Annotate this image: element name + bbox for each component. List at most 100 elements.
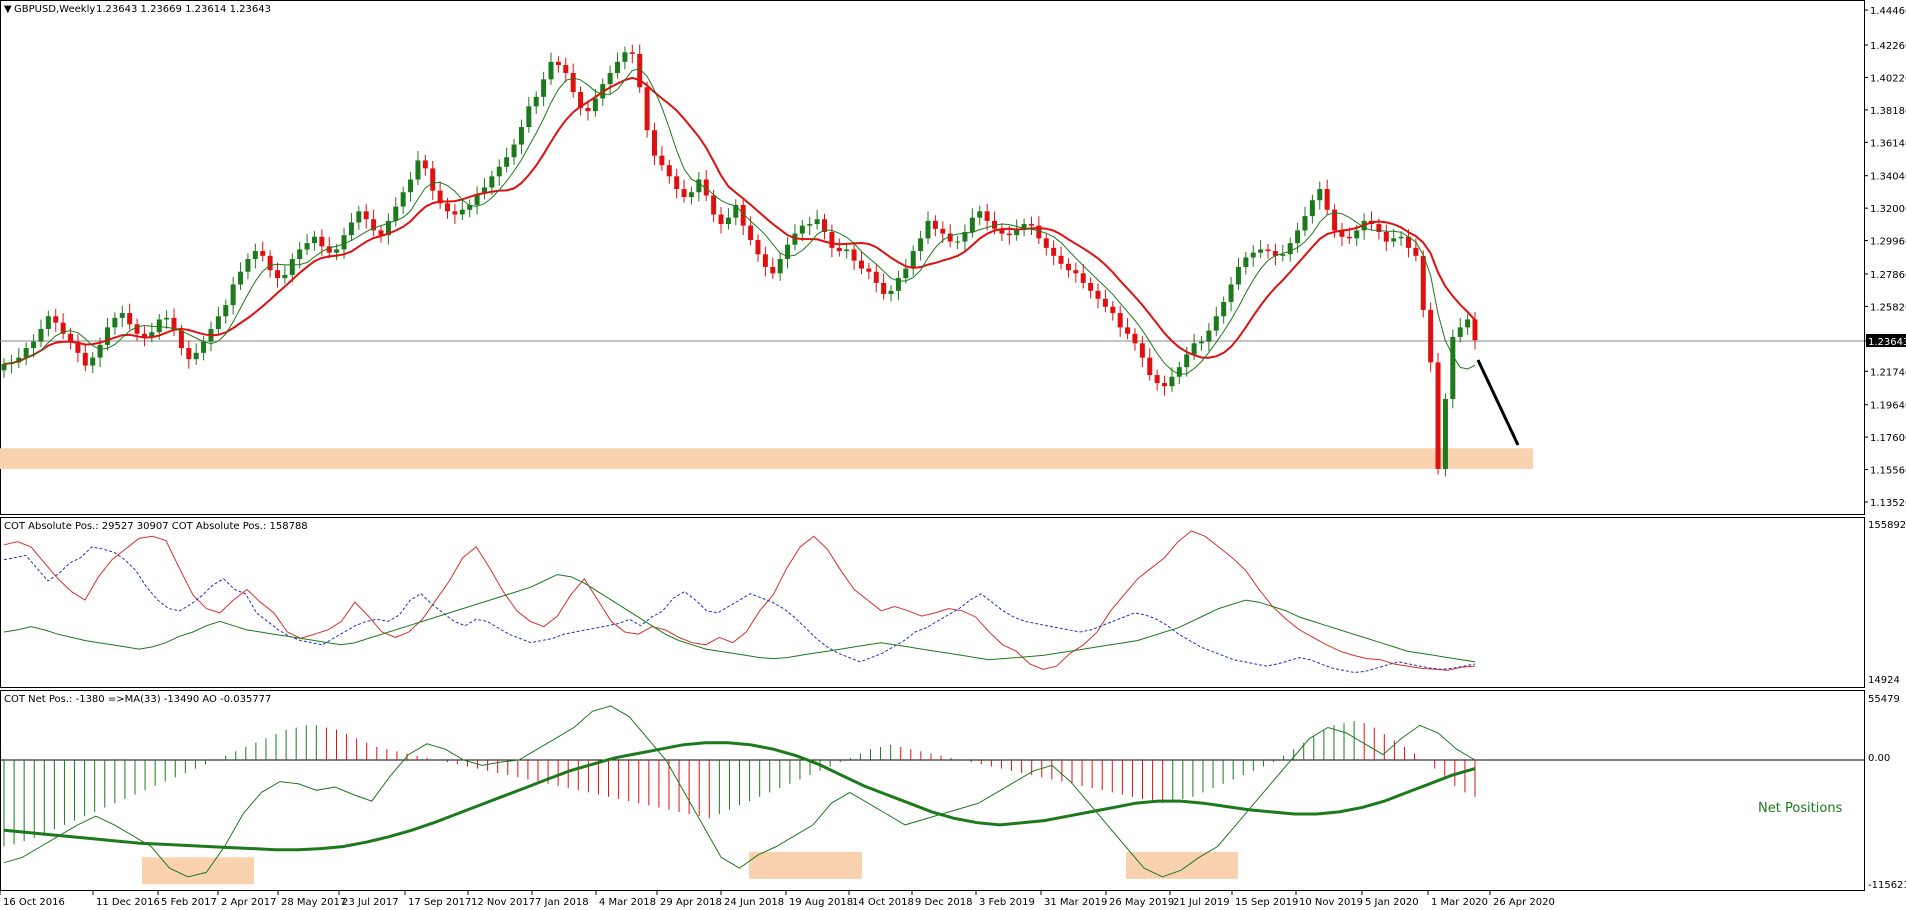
candle-bear [1028,224,1034,226]
candle-bear [267,255,273,271]
candle-bull [112,317,118,328]
candle-bear [141,333,147,337]
candle-bull [149,332,155,337]
candle-bear [1346,236,1352,239]
candle-bull [785,244,791,260]
x-axis-label: 26 Apr 2020 [1493,897,1555,908]
candle-bull [962,231,968,242]
candle-bear [134,324,140,334]
candle-bear [1065,263,1071,271]
candle-bull [615,61,621,73]
candle-bear [881,282,887,295]
candle-bear [1139,343,1145,358]
candle-bear [866,268,872,272]
candle-bull [289,259,295,275]
candle-bull [1191,343,1197,355]
candle-bull [622,52,628,62]
candle-bear [851,249,857,261]
candle-bear [666,165,672,177]
x-axis-label: 5 Jan 2020 [1365,897,1419,908]
candle-bear [1428,309,1434,363]
candle-bull [1243,257,1249,267]
candle-bear [555,61,561,66]
candle-bull [1309,200,1315,217]
price-tick-label: 1.42260 [1870,41,1906,52]
candle-bull [341,235,347,250]
candle-bull [1184,354,1190,368]
candle-bull [1221,301,1227,317]
candle-bull [467,204,473,210]
candle-bull [334,249,340,253]
candle-bull [90,357,96,366]
candle-bear [363,211,369,220]
price-tick-label: 1.21740 [1870,367,1906,378]
candle-bull [977,211,983,218]
candle-bull [489,176,495,188]
candle-bull [156,319,162,333]
price-tick-label: 1.19640 [1870,401,1906,412]
candle-bear [1043,238,1049,248]
candle-bear [326,246,332,253]
candle-bull [1442,398,1448,469]
candle-bear [637,53,643,88]
candle-bear [445,203,451,212]
ohlc-readout: 1.23643 1.23669 1.23614 1.23643 [96,4,271,15]
candle-bear [1339,230,1345,237]
price-tick-label: 1.13520 [1870,498,1906,509]
candle-bear [1080,273,1086,283]
candle-bear [1265,249,1271,252]
candle-bear [260,251,266,256]
candle-bull [408,179,414,193]
candle-bull [1391,238,1397,242]
x-axis-label: 9 Dec 2018 [915,897,973,908]
candle-bull [607,72,613,85]
cot-absolute-green-line [3,574,1476,663]
price-tick-label: 1.25820 [1870,302,1906,313]
candle-bear [171,317,177,331]
candle-bull [895,278,901,291]
cot-absolute-bottom-value: 14924 [1868,675,1900,686]
candle-bear [1051,247,1057,256]
candle-bull [474,193,480,205]
candle-bear [873,271,879,283]
cot-absolute-layer [3,530,1476,674]
candle-bear [947,233,953,242]
candle-bear [674,176,680,190]
candle-bull [45,316,51,329]
candle-bear [585,107,591,112]
x-axis-label: 23 Jul 2017 [342,897,399,908]
candle-bull [1235,266,1241,285]
candle-bull [282,274,288,279]
cot-absolute-label: COT Absolute Pos.: 29527 30907 COT Absol… [4,521,308,532]
candle-bear [1117,313,1123,328]
candle-bear [1058,255,1064,264]
price-tick-label: 1.38180 [1870,106,1906,117]
candle-bear [711,195,717,215]
candle-bull [415,160,421,180]
candle-bear [999,228,1005,234]
x-axis-label: 24 Jun 2018 [724,897,784,908]
chart-triangle-icon[interactable]: ▼ [4,4,12,15]
candle-bear [578,92,584,108]
candle-bear [430,168,436,191]
candle-bear [1162,383,1168,387]
candle-bull [1,363,7,371]
candle-bull [526,106,532,128]
candle-bear [836,247,842,252]
current-price-box [1866,334,1906,348]
x-axis-label: 10 Nov 2019 [1299,897,1363,908]
candle-bull [201,341,207,353]
x-axis-label: 31 Mar 2019 [1044,897,1107,908]
candle-bull [1228,284,1234,302]
candle-bull [1198,341,1204,344]
candle-bear [378,230,384,236]
candle-bull [592,98,598,112]
candle-bull [504,157,510,167]
net-zone [749,851,862,879]
candle-bull [1206,330,1212,342]
x-axis-label: 1 Mar 2020 [1431,897,1488,908]
candle-bull [511,144,517,158]
candle-bear [563,65,569,73]
candle-bear [82,352,88,366]
